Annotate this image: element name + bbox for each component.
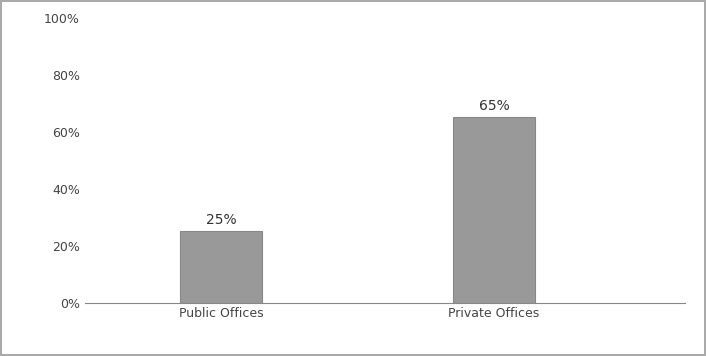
- Bar: [180, 231, 262, 303]
- Text: 65%: 65%: [479, 99, 509, 113]
- Bar: [453, 117, 535, 303]
- Text: 25%: 25%: [205, 213, 237, 227]
